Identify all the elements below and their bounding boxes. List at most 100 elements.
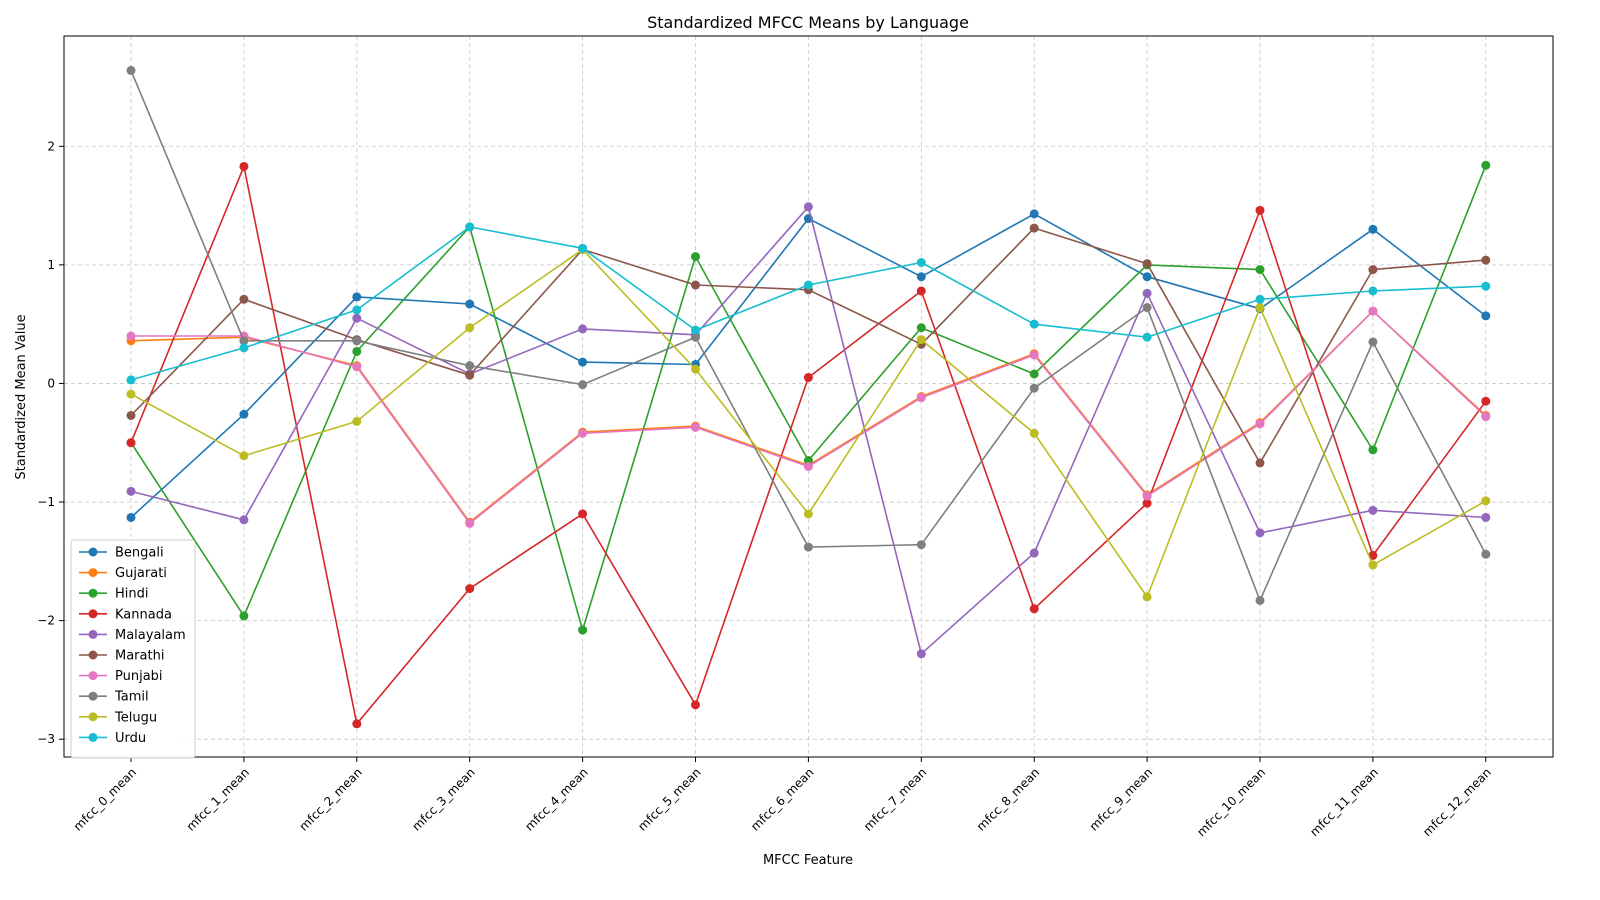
data-point-telugu: [803, 509, 813, 519]
y-axis-label: Standardized Mean Value: [14, 314, 29, 479]
y-tick-label: 2: [47, 139, 55, 153]
y-tick-label: −3: [37, 732, 55, 746]
x-tick-label: mfcc_6_mean: [748, 765, 816, 833]
x-tick-label: mfcc_7_mean: [861, 765, 929, 833]
x-tick-label: mfcc_5_mean: [635, 765, 703, 833]
data-point-kannada: [691, 700, 700, 710]
legend-label-tamil: Tamil: [114, 690, 149, 705]
data-point-tamil: [1142, 303, 1152, 313]
x-tick-label: mfcc_4_mean: [522, 765, 590, 833]
data-point-tamil: [916, 540, 926, 550]
data-point-telugu: [126, 389, 136, 399]
data-point-telugu: [239, 451, 249, 461]
data-point-urdu: [1255, 294, 1265, 304]
data-point-punjabi: [691, 422, 700, 432]
data-point-kannada: [1255, 205, 1265, 215]
data-point-tamil: [1255, 595, 1265, 605]
legend-label-urdu: Urdu: [115, 731, 146, 746]
legend-box: [70, 539, 196, 759]
data-point-tamil: [803, 542, 813, 552]
data-point-urdu: [578, 243, 588, 253]
data-point-marathi: [1255, 458, 1265, 468]
data-point-kannada: [578, 509, 588, 519]
data-point-bengali: [578, 357, 588, 367]
data-point-hindi: [1255, 265, 1265, 275]
data-point-kannada: [1481, 396, 1491, 406]
x-axis-label: MFCC Feature: [763, 853, 853, 868]
data-point-tamil: [465, 361, 475, 371]
x-tick-label: mfcc_8_mean: [974, 765, 1042, 833]
x-tick-label: mfcc_2_mean: [296, 765, 364, 833]
data-point-bengali: [126, 512, 136, 522]
legend-label-marathi: Marathi: [115, 649, 164, 664]
data-point-marathi: [1481, 255, 1491, 265]
legend: Bengali Gujarati Hindi Kannada Malayalam Mara…: [70, 539, 196, 759]
data-point-kannada: [239, 161, 249, 171]
data-point-kannada: [916, 286, 926, 296]
y-tick-label: −2: [37, 614, 55, 628]
grid-layer: [64, 36, 1553, 757]
x-tick-label: mfcc_11_mean: [1307, 765, 1381, 839]
data-point-tamil: [1368, 337, 1378, 347]
x-tick-label: mfcc_1_mean: [184, 765, 252, 833]
data-point-punjabi: [1029, 350, 1039, 360]
data-point-hindi: [239, 611, 249, 621]
data-point-kannada: [1368, 550, 1378, 560]
data-point-punjabi: [578, 428, 588, 438]
data-point-kannada: [352, 719, 362, 729]
data-point-punjabi: [1481, 412, 1491, 422]
data-point-bengali: [465, 299, 475, 309]
legend-marker-hindi: [88, 588, 98, 598]
data-point-malayalam: [239, 515, 249, 525]
data-point-punjabi: [1368, 306, 1378, 316]
legend-marker-marathi: [88, 650, 98, 660]
data-point-kannada: [126, 438, 136, 448]
data-point-urdu: [1142, 332, 1152, 342]
data-point-marathi: [1142, 259, 1152, 269]
data-point-malayalam: [916, 649, 926, 659]
data-point-hindi: [1029, 369, 1039, 379]
legend-label-malayalam: Malayalam: [115, 628, 186, 643]
data-point-kannada: [1029, 604, 1039, 614]
data-point-bengali: [1368, 224, 1378, 234]
data-point-marathi: [1029, 223, 1039, 233]
legend-label-kannada: Kannada: [115, 607, 172, 622]
data-point-hindi: [352, 346, 362, 356]
data-point-marathi: [1368, 265, 1378, 275]
data-point-urdu: [126, 375, 136, 385]
data-point-kannada: [1142, 498, 1152, 508]
legend-label-gujarati: Gujarati: [115, 566, 167, 581]
data-point-urdu: [239, 343, 249, 353]
data-point-telugu: [465, 323, 475, 333]
x-tick-label: mfcc_9_mean: [1087, 765, 1155, 833]
data-point-marathi: [239, 294, 249, 304]
data-point-tamil: [126, 65, 136, 75]
y-tick-label: 0: [47, 376, 55, 390]
data-point-telugu: [352, 416, 362, 426]
legend-marker-kannada: [88, 609, 98, 619]
data-point-malayalam: [1481, 512, 1491, 522]
y-tick-label: −1: [37, 495, 55, 509]
x-tick-label: mfcc_12_mean: [1420, 765, 1494, 839]
data-point-urdu: [1029, 319, 1039, 329]
tick-layer: mfcc_0_mean mfcc_1_mean mfcc_2_mean mfcc_3_…: [37, 139, 1494, 839]
legend-label-hindi: Hindi: [115, 587, 149, 602]
legend-marker-tamil: [88, 691, 98, 701]
data-point-bengali: [1142, 272, 1152, 282]
data-point-hindi: [691, 252, 700, 262]
legend-label-bengali: Bengali: [115, 546, 164, 561]
data-point-urdu: [1481, 281, 1491, 291]
data-point-telugu: [1255, 303, 1265, 313]
data-point-tamil: [352, 336, 362, 346]
data-point-tamil: [1481, 549, 1491, 559]
data-point-punjabi: [916, 393, 926, 403]
data-point-telugu: [916, 335, 926, 345]
data-point-kannada: [803, 373, 813, 383]
data-point-tamil: [1029, 383, 1039, 393]
data-point-telugu: [1481, 496, 1491, 506]
legend-marker-urdu: [88, 732, 98, 742]
data-point-hindi: [1368, 445, 1378, 455]
x-tick-label: mfcc_3_mean: [409, 765, 477, 833]
data-point-malayalam: [352, 313, 362, 323]
data-point-urdu: [803, 280, 813, 290]
